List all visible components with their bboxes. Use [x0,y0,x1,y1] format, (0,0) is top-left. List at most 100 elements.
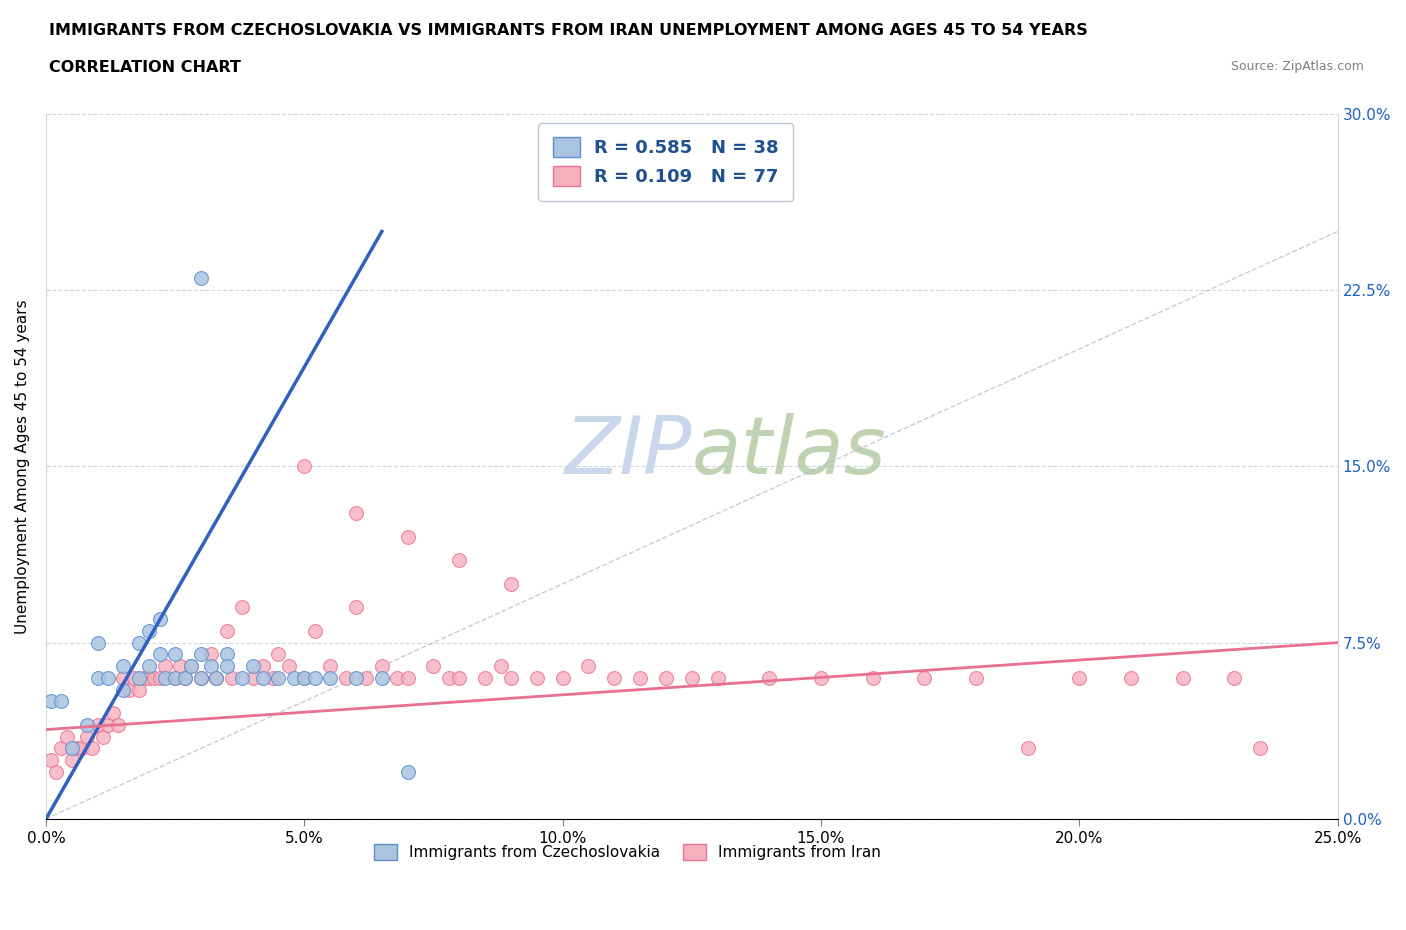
Point [200,647,222,662]
Point [489,658,512,673]
Point [437,671,460,685]
Point [912,671,935,685]
Point [76,717,98,732]
Point [292,459,315,474]
Point [215,647,238,662]
Point [371,658,394,673]
Point [292,671,315,685]
Point [706,671,728,685]
Point [86,671,108,685]
Point [149,612,172,627]
Point [578,658,600,673]
Point [344,600,367,615]
Point [128,635,150,650]
Point [39,694,62,709]
Point [449,553,471,568]
Point [681,671,703,685]
Y-axis label: Unemployment Among Ages 45 to 54 years: Unemployment Among Ages 45 to 54 years [15,299,30,633]
Point [60,741,83,756]
Point [76,729,98,744]
Point [149,671,172,685]
Point [1069,671,1091,685]
Point [169,658,191,673]
Point [97,717,120,732]
Point [153,671,176,685]
Point [1119,671,1142,685]
Point [112,658,135,673]
Point [51,694,73,709]
Point [190,271,212,286]
Point [221,671,243,685]
Point [215,623,238,638]
Point [474,671,496,685]
Point [319,671,342,685]
Point [91,729,114,744]
Point [283,671,305,685]
Point [112,671,135,685]
Point [356,671,378,685]
Point [128,671,150,685]
Point [117,683,139,698]
Point [101,706,124,721]
Point [422,658,444,673]
Point [134,671,156,685]
Point [165,671,187,685]
Point [628,671,651,685]
Legend: Immigrants from Czechoslovakia, Immigrants from Iran: Immigrants from Czechoslovakia, Immigran… [366,836,889,868]
Point [396,764,419,779]
Point [252,671,274,685]
Point [97,671,120,685]
Point [205,671,228,685]
Point [1171,671,1194,685]
Point [344,671,367,685]
Point [267,647,290,662]
Point [45,764,67,779]
Point [174,671,197,685]
Point [449,671,471,685]
Text: Source: ZipAtlas.com: Source: ZipAtlas.com [1230,60,1364,73]
Point [143,671,166,685]
Point [252,658,274,673]
Point [304,671,326,685]
Point [138,658,160,673]
Point [758,671,780,685]
Point [190,647,212,662]
Point [551,671,574,685]
Point [319,658,342,673]
Point [387,671,409,685]
Point [396,529,419,544]
Point [174,671,197,685]
Point [107,717,129,732]
Text: ZIP: ZIP [564,413,692,491]
Point [292,671,315,685]
Point [242,658,264,673]
Point [190,671,212,685]
Point [149,647,172,662]
Point [965,671,987,685]
Point [180,658,202,673]
Point [862,671,884,685]
Point [215,658,238,673]
Point [1249,741,1271,756]
Point [655,671,678,685]
Point [810,671,832,685]
Point [603,671,626,685]
Point [39,752,62,767]
Point [205,671,228,685]
Point [138,671,160,685]
Point [165,671,187,685]
Text: CORRELATION CHART: CORRELATION CHART [49,60,240,75]
Point [262,671,284,685]
Point [190,671,212,685]
Point [122,671,145,685]
Point [396,671,419,685]
Point [200,658,222,673]
Point [499,671,522,685]
Point [153,658,176,673]
Point [344,506,367,521]
Text: IMMIGRANTS FROM CZECHOSLOVAKIA VS IMMIGRANTS FROM IRAN UNEMPLOYMENT AMONG AGES 4: IMMIGRANTS FROM CZECHOSLOVAKIA VS IMMIGR… [49,23,1088,38]
Text: atlas: atlas [692,413,887,491]
Point [277,658,299,673]
Point [128,683,150,698]
Point [55,729,77,744]
